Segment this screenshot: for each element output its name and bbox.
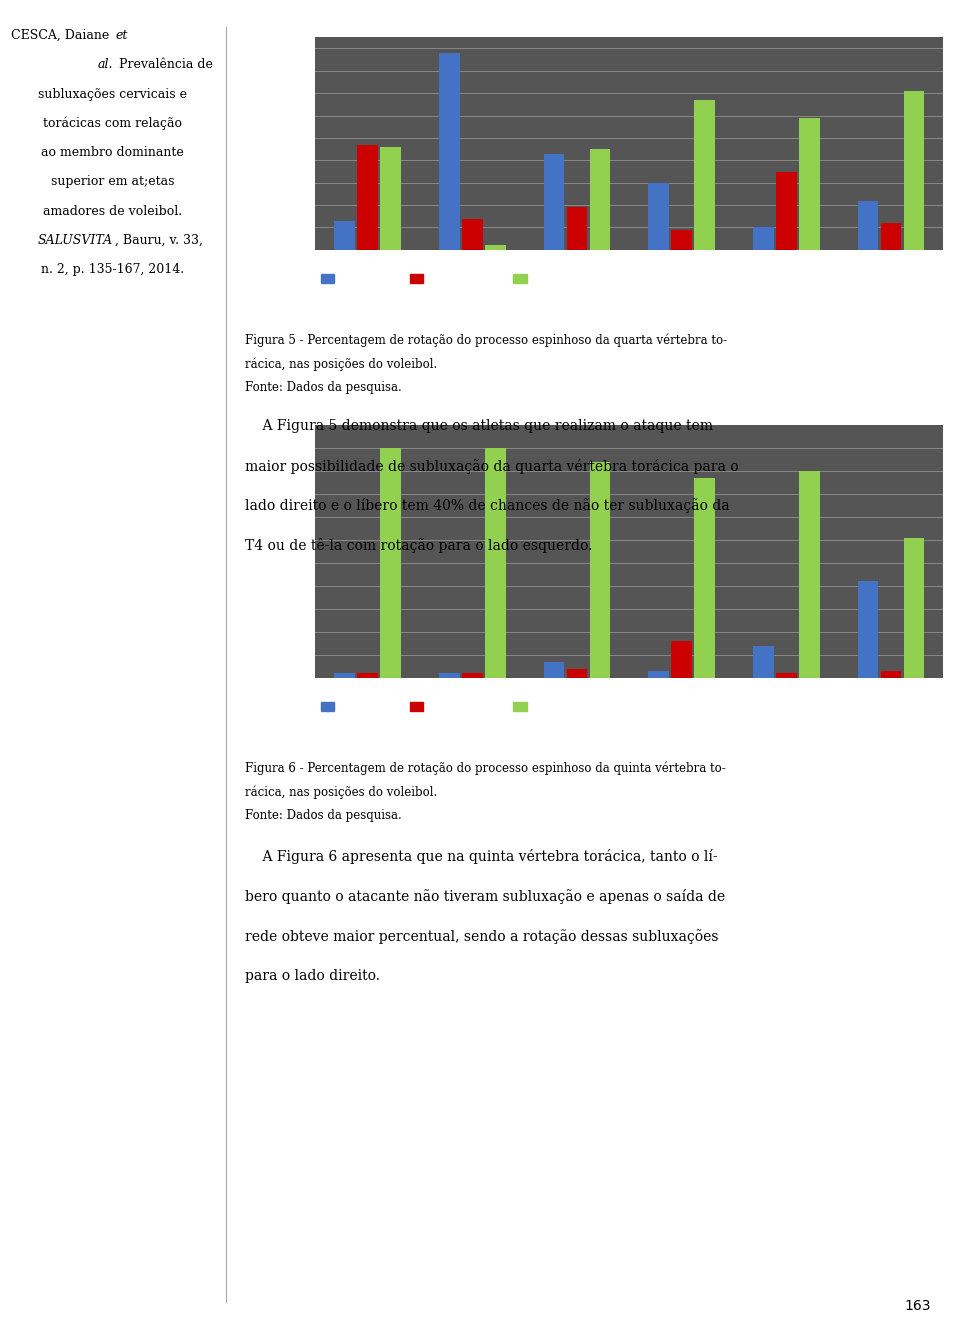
Bar (648, 671, 669, 678)
Bar (799, 472, 820, 678)
Text: p = 0,01: p = 0,01 (877, 719, 936, 732)
Text: Figura 5 - Percentagem de rotação do processo espinhoso da quarta vértebra to-: Figura 5 - Percentagem de rotação do pro… (245, 334, 727, 347)
Text: et: et (115, 29, 128, 43)
Bar (439, 53, 460, 250)
Bar (380, 448, 401, 678)
Bar (566, 668, 588, 678)
Text: bero quanto o atacante não tiveram subluxação e apenas o saída de: bero quanto o atacante não tiveram sublu… (245, 889, 725, 904)
Bar (462, 674, 483, 678)
Bar (880, 223, 901, 250)
Bar (357, 145, 378, 250)
Legend: T4 - Direita, T4 - Esquerda, Sem Subluxação: T4 - Direita, T4 - Esquerda, Sem Subluxa… (321, 274, 624, 284)
Bar (776, 171, 797, 250)
Bar (648, 182, 669, 250)
Text: para o lado direito.: para o lado direito. (245, 969, 380, 983)
Text: SALUSVITA: SALUSVITA (37, 234, 113, 247)
Bar (753, 646, 774, 678)
Bar (334, 221, 355, 250)
Bar (439, 674, 460, 678)
Bar (380, 148, 401, 250)
Bar (694, 100, 715, 250)
Text: A Figura 6 apresenta que na quinta vértebra torácica, tanto o lí-: A Figura 6 apresenta que na quinta vérte… (245, 849, 717, 864)
Bar (566, 207, 588, 250)
Text: maior possibilidade de subluxação da quarta vértebra torácica para o: maior possibilidade de subluxação da qua… (245, 459, 738, 473)
Text: subluxações cervicais e: subluxações cervicais e (38, 88, 187, 101)
Text: Fonte: Dados da pesquisa.: Fonte: Dados da pesquisa. (245, 381, 401, 395)
Bar (485, 246, 506, 250)
Bar (880, 671, 901, 678)
Text: superior em at;etas: superior em at;etas (51, 175, 175, 189)
Text: amadores de voleibol.: amadores de voleibol. (43, 205, 182, 218)
Text: p = 0,01: p = 0,01 (877, 291, 936, 304)
Bar (857, 581, 878, 678)
Text: 163: 163 (904, 1298, 931, 1313)
Text: CESCA, Daiane: CESCA, Daiane (11, 29, 113, 43)
Text: torácicas com relação: torácicas com relação (43, 117, 182, 130)
Text: n. 2, p. 135-167, 2014.: n. 2, p. 135-167, 2014. (41, 263, 184, 276)
Bar (334, 674, 355, 678)
Bar (753, 227, 774, 250)
Legend: T5 - Direita, T5 - Esquerda, Sem Subluxação: T5 - Direita, T5 - Esquerda, Sem Subluxa… (321, 702, 624, 712)
Text: , Bauru, v. 33,: , Bauru, v. 33, (115, 234, 203, 247)
Bar (671, 641, 692, 678)
Text: rácica, nas posições do voleibol.: rácica, nas posições do voleibol. (245, 358, 437, 371)
Bar (589, 149, 611, 250)
Text: Figura 6 - Percentagem de rotação do processo espinhoso da quinta vértebra to-: Figura 6 - Percentagem de rotação do pro… (245, 762, 726, 775)
Text: Prevalência de: Prevalência de (115, 58, 213, 72)
Bar (543, 662, 564, 678)
Text: lado direito e o líbero tem 40% de chances de não ter subluxação da: lado direito e o líbero tem 40% de chanc… (245, 498, 730, 513)
Text: rácica, nas posições do voleibol.: rácica, nas posições do voleibol. (245, 785, 437, 799)
Text: T4 ou de tê-la com rotação para o lado esquerdo.: T4 ou de tê-la com rotação para o lado e… (245, 538, 592, 553)
Text: ao membro dominante: ao membro dominante (41, 146, 184, 159)
Bar (589, 462, 611, 678)
Bar (776, 674, 797, 678)
Bar (485, 448, 506, 678)
Bar (903, 538, 924, 678)
Bar (857, 201, 878, 250)
Bar (462, 218, 483, 250)
Bar (903, 90, 924, 250)
Text: Fonte: Dados da pesquisa.: Fonte: Dados da pesquisa. (245, 809, 401, 823)
Bar (543, 154, 564, 250)
Bar (357, 674, 378, 678)
Bar (799, 118, 820, 250)
Bar (671, 230, 692, 250)
Text: al.: al. (97, 58, 113, 72)
Bar (694, 478, 715, 678)
Text: rede obteve maior percentual, sendo a rotação dessas subluxações: rede obteve maior percentual, sendo a ro… (245, 929, 718, 944)
Text: A Figura 5 demonstra que os atletas que realizam o ataque tem: A Figura 5 demonstra que os atletas que … (245, 419, 712, 433)
